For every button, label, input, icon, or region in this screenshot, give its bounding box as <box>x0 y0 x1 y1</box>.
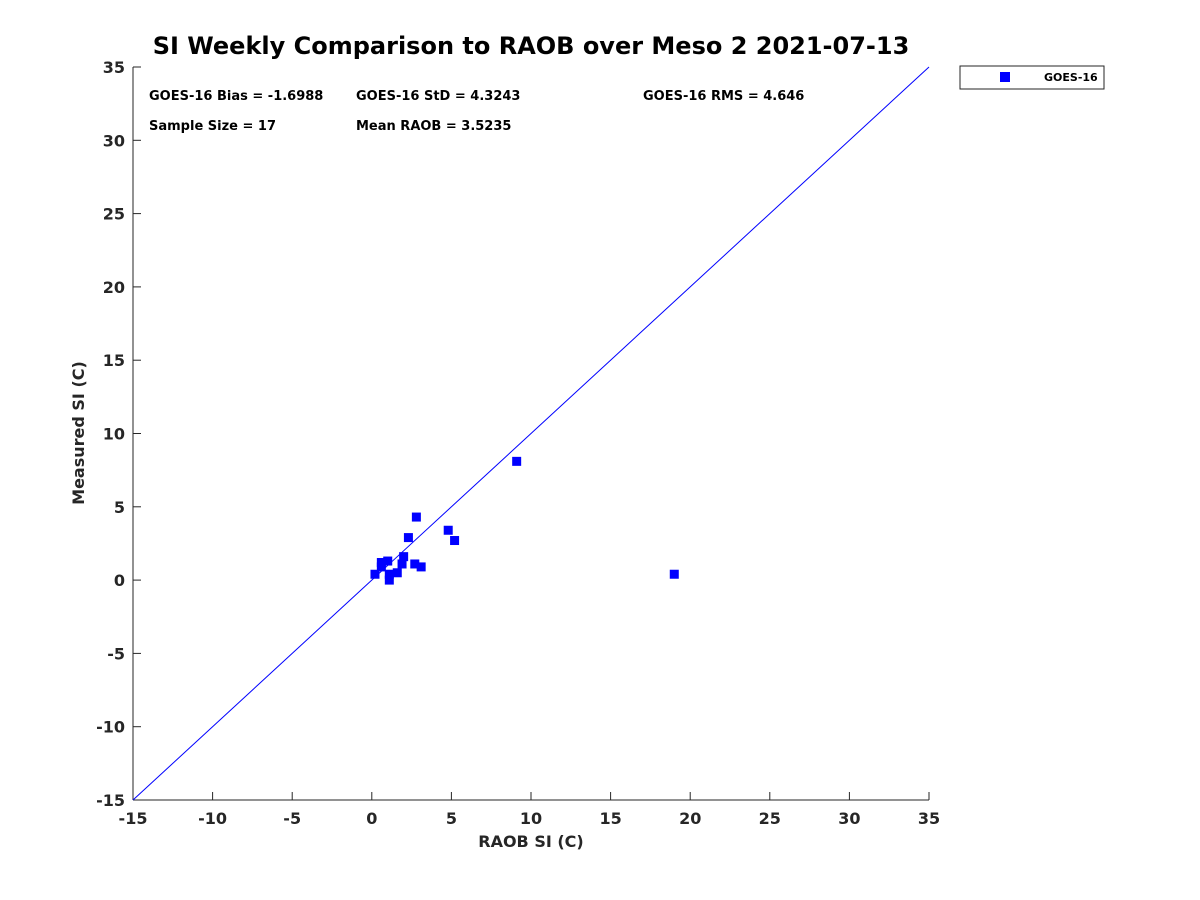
data-point <box>383 556 393 566</box>
data-point <box>399 552 409 562</box>
data-point <box>669 569 679 579</box>
x-ticks: -15 -10 -5 0 5 10 15 20 25 30 35 <box>119 792 940 828</box>
rms-annotation: GOES-16 RMS = 4.646 <box>643 89 804 104</box>
data-point <box>410 559 420 569</box>
y-tick-label: 35 <box>103 58 125 77</box>
data-point <box>403 533 413 543</box>
statistics-annotations: GOES-16 Bias = -1.6988 GOES-16 StD = 4.3… <box>149 89 804 134</box>
y-tick-label: 20 <box>103 278 125 297</box>
data-point <box>370 569 380 579</box>
data-points <box>370 456 679 585</box>
y-tick-label: 25 <box>103 205 125 224</box>
x-tick-label: 25 <box>759 809 781 828</box>
x-tick-label: 10 <box>520 809 542 828</box>
data-point <box>397 559 407 569</box>
data-point <box>384 575 394 585</box>
sample-size-annotation: Sample Size = 17 <box>149 119 276 134</box>
y-tick-label: 30 <box>103 131 125 150</box>
mean-raob-annotation: Mean RAOB = 3.5235 <box>356 119 511 134</box>
data-point <box>512 456 522 466</box>
x-tick-label: -15 <box>119 809 148 828</box>
data-point <box>411 512 421 522</box>
plot-area: -15 -10 -5 0 5 10 15 20 25 30 35 -15 -10 -5 0 5 10 15 20 2… <box>96 58 940 828</box>
y-axis-label: Measured SI (C) <box>69 361 88 505</box>
x-tick-label: -5 <box>283 809 301 828</box>
data-point <box>384 569 394 579</box>
std-annotation: GOES-16 StD = 4.3243 <box>356 89 520 104</box>
x-tick-label: 0 <box>366 809 377 828</box>
data-point <box>450 536 460 546</box>
one-to-one-reference-line <box>132 66 930 801</box>
data-point <box>443 525 453 535</box>
legend-box <box>959 65 1105 90</box>
data-point <box>416 562 426 572</box>
y-ticks: -15 -10 -5 0 5 10 15 20 25 30 35 <box>96 58 141 810</box>
bias-annotation: GOES-16 Bias = -1.6988 <box>149 89 323 104</box>
y-tick-label: -5 <box>107 644 125 663</box>
x-tick-label: 30 <box>838 809 860 828</box>
data-point <box>392 568 402 578</box>
x-axis-label: RAOB SI (C) <box>478 832 583 851</box>
y-tick-label: 10 <box>103 425 125 444</box>
y-tick-label: 0 <box>114 571 125 590</box>
y-tick-label: -10 <box>96 718 125 737</box>
y-tick-label: -15 <box>96 791 125 810</box>
legend: GOES-16 <box>959 65 1105 90</box>
x-tick-label: -10 <box>198 809 227 828</box>
y-tick-label: 5 <box>114 498 125 517</box>
data-point <box>376 558 386 568</box>
legend-label-goes-16: GOES-16 <box>1044 71 1098 84</box>
x-tick-label: 5 <box>446 809 457 828</box>
chart-title: SI Weekly Comparison to RAOB over Meso 2… <box>153 32 910 60</box>
x-tick-label: 35 <box>918 809 940 828</box>
x-tick-label: 20 <box>679 809 701 828</box>
y-tick-label: 15 <box>103 351 125 370</box>
x-tick-label: 15 <box>599 809 621 828</box>
legend-marker-goes-16 <box>1000 72 1010 82</box>
